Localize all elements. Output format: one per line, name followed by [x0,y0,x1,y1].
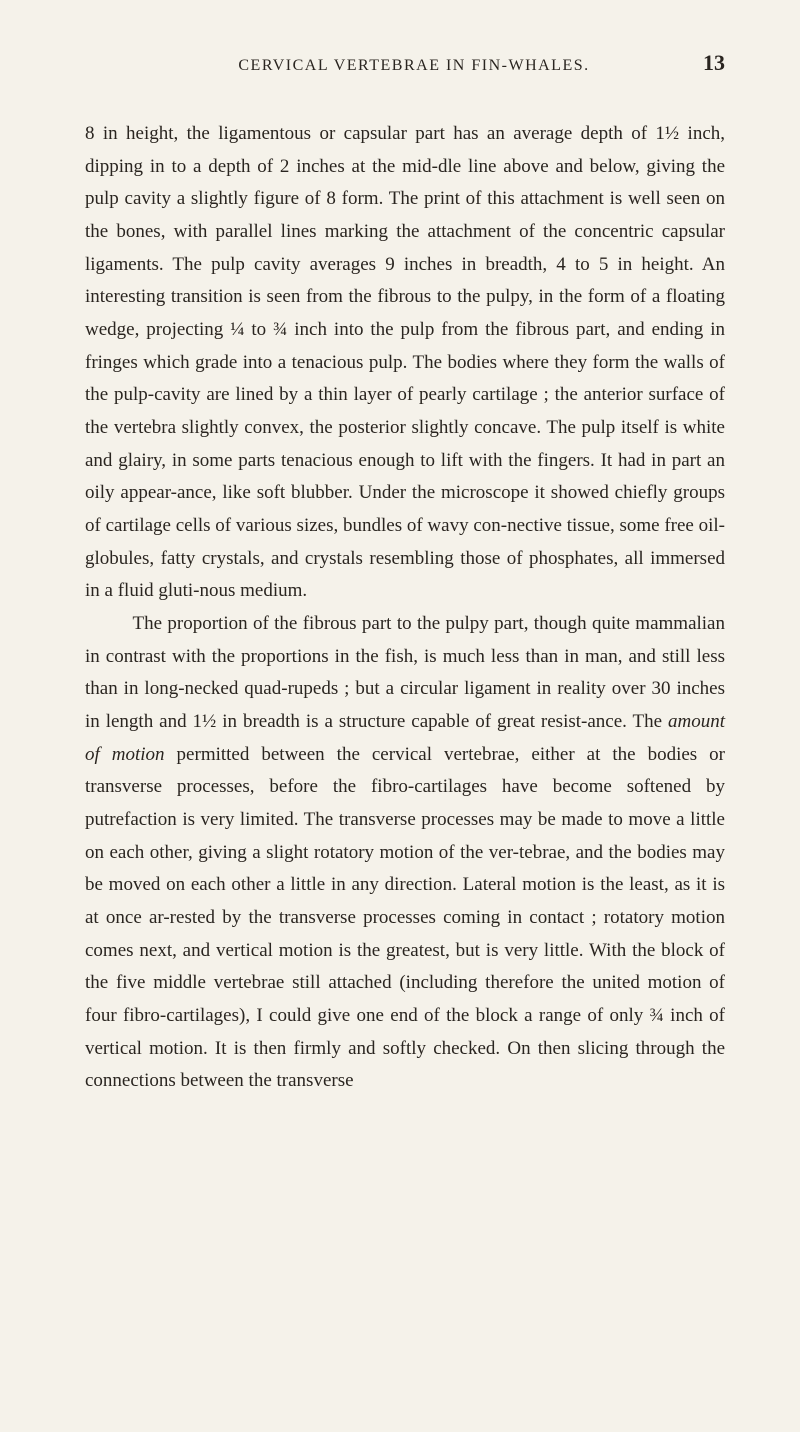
p2-text-after-italic: permitted between the cervical vertebrae… [85,744,725,1092]
page-number: 13 [703,50,725,76]
p2-text-before-italic: The proportion of the fibrous part to th… [85,613,725,732]
paragraph-2: The proportion of the fibrous part to th… [85,608,725,1098]
body-text: 8 in height, the ligamentous or capsular… [85,118,725,1098]
header-title: CERVICAL VERTEBRAE IN FIN-WHALES. [125,57,703,75]
page-header: CERVICAL VERTEBRAE IN FIN-WHALES. 13 [85,50,725,76]
paragraph-1: 8 in height, the ligamentous or capsular… [85,118,725,608]
